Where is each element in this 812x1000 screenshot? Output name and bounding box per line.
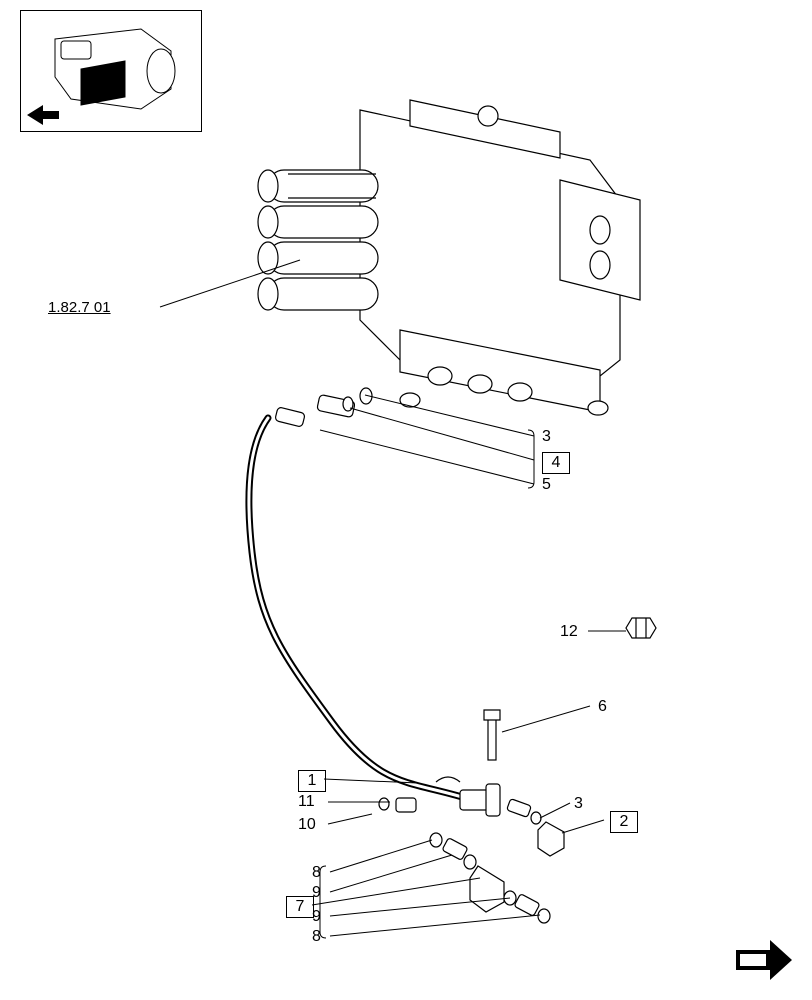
top-union-fitting — [275, 388, 372, 427]
callout-8-b: 8 — [312, 928, 321, 946]
callout-11: 11 — [298, 793, 315, 811]
callout-1: 1 — [298, 770, 326, 792]
next-page-icon[interactable] — [736, 938, 792, 982]
thumbnail-drawing — [21, 11, 201, 131]
delivery-pipe — [249, 418, 472, 800]
callout-3-top: 3 — [542, 428, 551, 446]
page-root: 1.82.7 01 3 4 5 12 6 1 11 10 3 2 8 9 7 9… — [0, 0, 812, 1000]
reference-link-label[interactable]: 1.82.7 01 — [48, 299, 111, 316]
hex-cap-12 — [626, 618, 656, 638]
elbow-2 — [507, 799, 564, 856]
callout-2: 2 — [610, 811, 638, 833]
callout-9-b: 9 — [312, 908, 321, 926]
lower-fitting-stack — [430, 833, 550, 923]
callout-4: 4 — [542, 452, 570, 474]
callout-5: 5 — [542, 476, 551, 494]
callout-6: 6 — [598, 698, 607, 716]
callout-3-lower: 3 — [574, 795, 583, 813]
valve-block — [360, 100, 640, 415]
callout-10: 10 — [298, 816, 316, 834]
callout-7: 7 — [286, 896, 314, 918]
thumbnail-frame — [20, 10, 202, 132]
bolt-6 — [436, 710, 500, 782]
main-drawing — [0, 0, 812, 1000]
callout-12: 12 — [560, 623, 578, 641]
callout-8-a: 8 — [312, 864, 321, 882]
